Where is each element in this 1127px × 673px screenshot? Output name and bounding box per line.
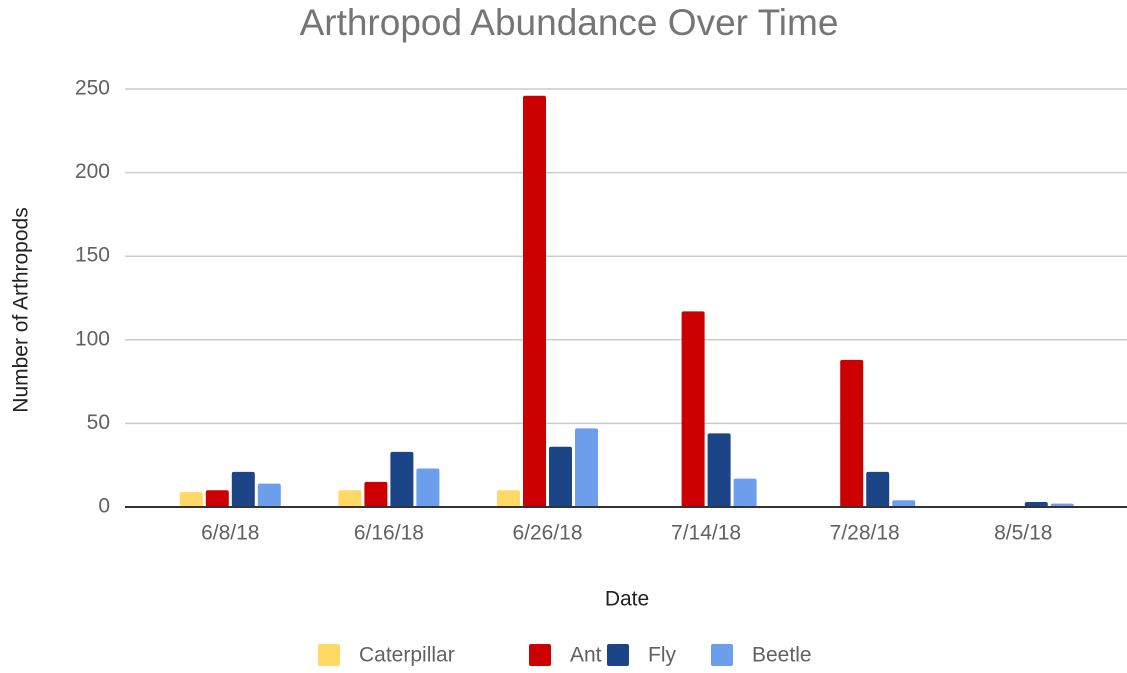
- bar: [231, 471, 255, 507]
- x-tick-label: 8/5/18: [994, 522, 1052, 545]
- legend-swatch: [318, 644, 340, 666]
- legend-swatch: [529, 644, 551, 666]
- bar: [840, 359, 864, 507]
- x-tick-label: 6/26/18: [512, 522, 582, 545]
- legend-label: Beetle: [752, 644, 812, 667]
- bar: [257, 483, 281, 507]
- y-tick-label: 100: [75, 327, 110, 350]
- legend-label: Fly: [648, 644, 676, 667]
- bar: [681, 311, 705, 507]
- bar: [497, 490, 520, 507]
- legend-swatch: [711, 644, 733, 666]
- x-tick-label: 7/14/18: [671, 522, 741, 545]
- bar: [416, 468, 440, 507]
- bar: [866, 471, 890, 507]
- legend-label: Caterpillar: [359, 644, 455, 667]
- bar: [205, 490, 229, 507]
- y-tick-label: 50: [87, 411, 110, 434]
- bar: [179, 491, 203, 507]
- x-axis-label: Date: [605, 588, 649, 611]
- bar: [892, 500, 916, 507]
- legend-swatch: [607, 644, 629, 666]
- legend-label: Ant: [570, 644, 602, 667]
- bar: [707, 433, 731, 507]
- x-tick-label: 6/8/18: [201, 522, 259, 545]
- bar: [523, 95, 546, 508]
- y-tick-label: 200: [75, 160, 110, 183]
- x-tick-label: 6/16/18: [354, 522, 424, 545]
- y-tick-label: 150: [75, 244, 110, 267]
- y-axis-label: Number of Arthropods: [10, 207, 33, 412]
- bar: [390, 451, 414, 507]
- y-tick-label: 0: [98, 495, 110, 518]
- bar: [549, 446, 572, 507]
- bar: [575, 428, 598, 507]
- bar: [1024, 501, 1048, 507]
- chart-title: Arthropod Abundance Over Time: [300, 2, 839, 43]
- bar: [364, 481, 388, 507]
- bar: [733, 478, 757, 507]
- x-tick-label: 7/28/18: [830, 522, 900, 545]
- y-tick-label: 250: [75, 77, 110, 100]
- bar: [338, 490, 362, 507]
